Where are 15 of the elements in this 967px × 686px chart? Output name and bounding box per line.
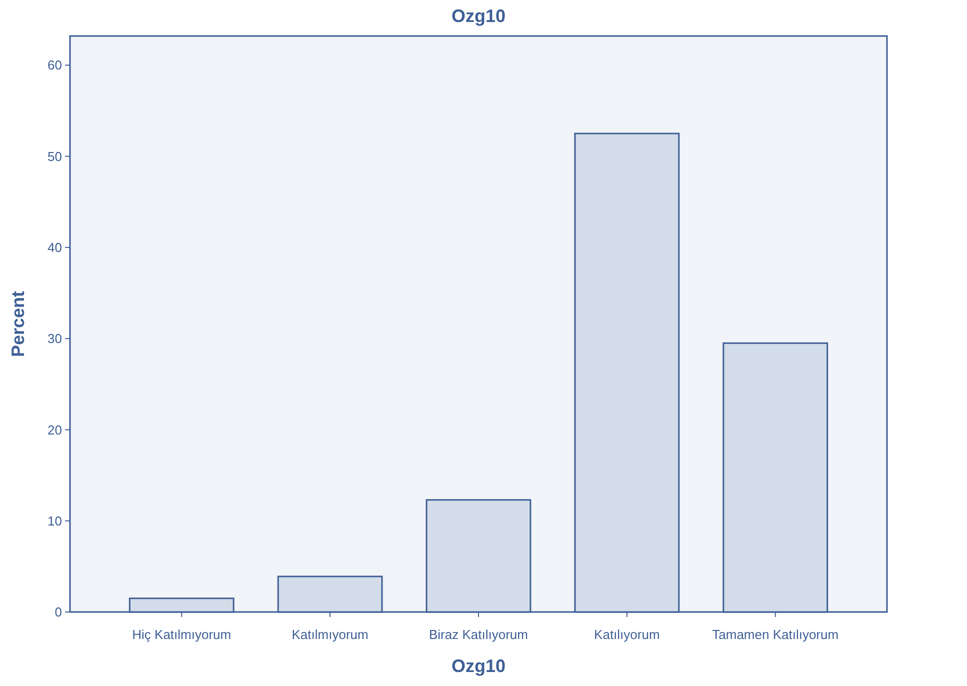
x-tick-label: Tamamen Katılıyorum: [712, 627, 839, 642]
x-axis-title: Ozg10: [451, 656, 506, 676]
y-tick-label: 50: [48, 148, 62, 164]
y-tick-label: 10: [48, 513, 62, 528]
y-tick-label: 0: [54, 604, 62, 620]
x-tick-label: Katılıyorum: [594, 627, 660, 642]
y-tick-label: 60: [48, 58, 62, 73]
y-tick-label: 40: [48, 240, 62, 255]
x-tick-label: Katılmıyorum: [292, 627, 368, 642]
y-tick-label: 20: [48, 422, 62, 438]
chart-title: Ozg10: [451, 6, 506, 26]
y-axis-title: Percent: [8, 290, 28, 358]
x-tick-label: Hiç Katılmıyorum: [132, 627, 232, 642]
y-tick-label: 30: [48, 331, 62, 346]
x-tick-label: Biraz Katılıyorum: [429, 627, 528, 642]
